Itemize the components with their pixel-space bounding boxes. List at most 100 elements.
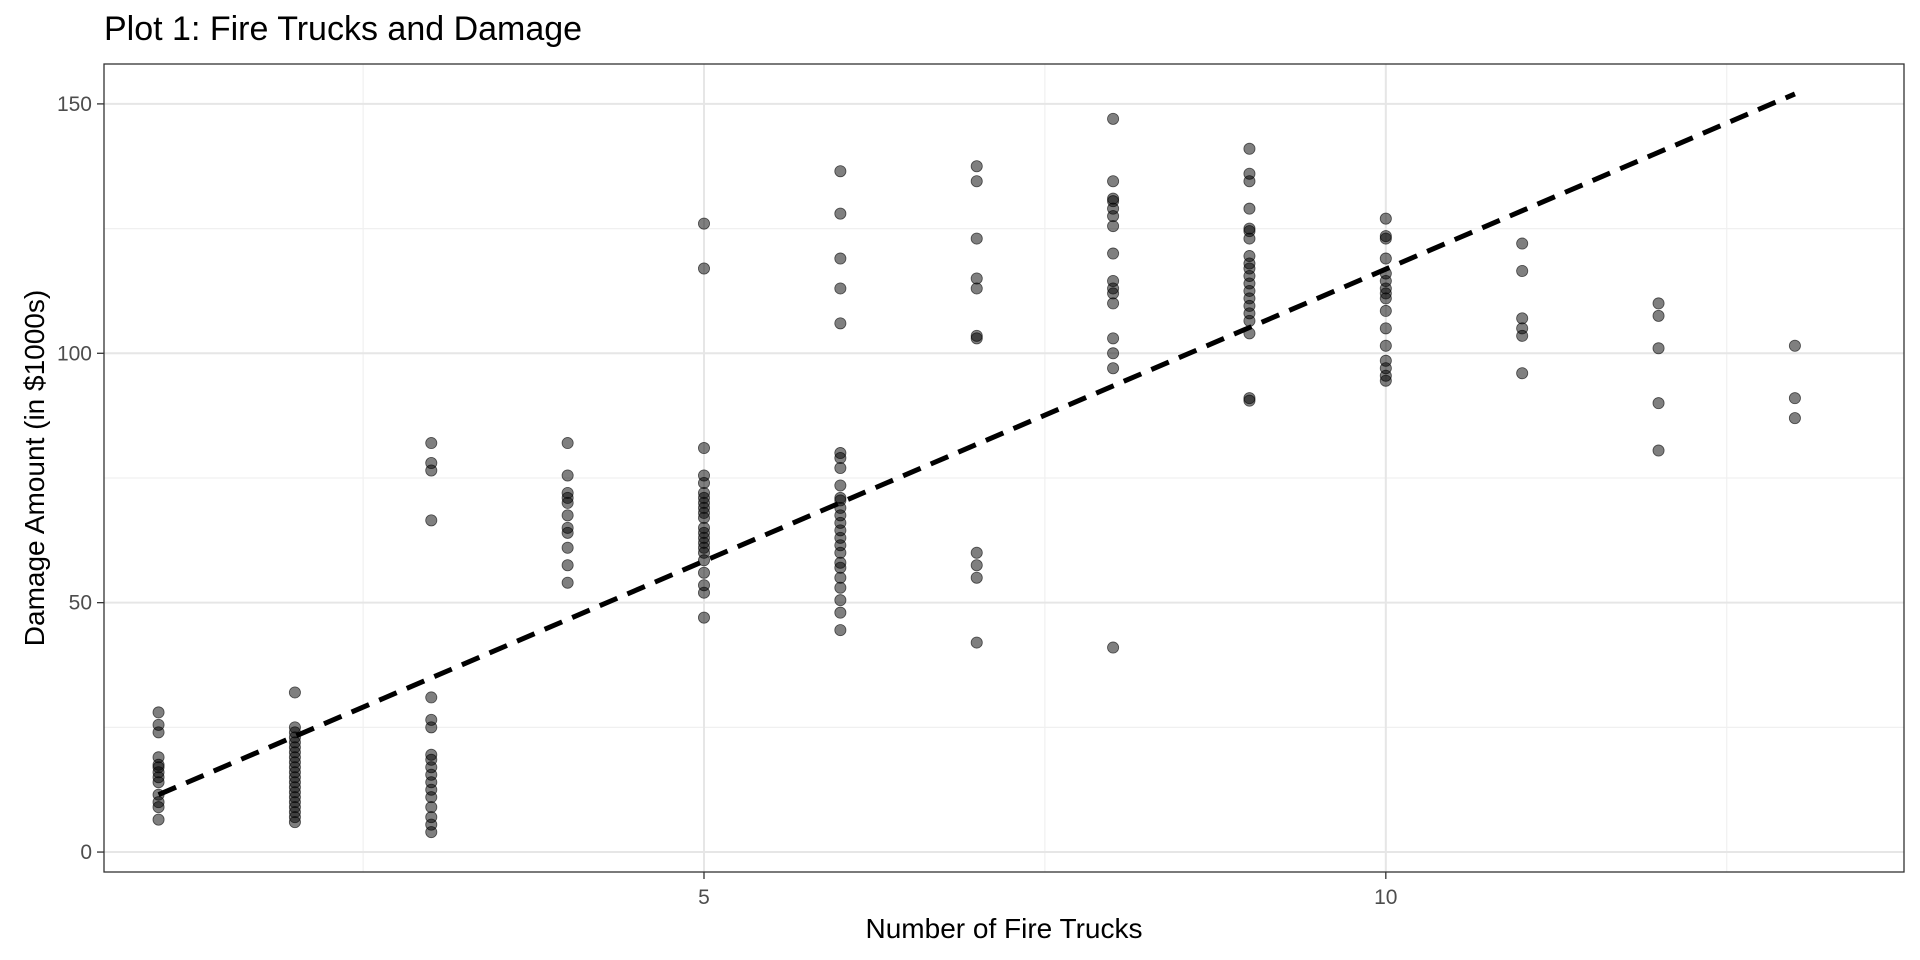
data-point [152, 751, 165, 764]
data-point [1107, 297, 1120, 310]
data-point [561, 469, 574, 482]
trend-line [157, 91, 1796, 797]
data-point [834, 479, 847, 492]
data-point [1107, 192, 1120, 205]
data-point [1652, 297, 1665, 310]
data-point [1107, 175, 1120, 188]
data-point [1107, 332, 1120, 345]
data-point [1516, 367, 1529, 380]
data-point [425, 801, 438, 814]
data-point [698, 442, 711, 455]
data-point [834, 606, 847, 619]
data-point [970, 272, 983, 285]
data-point [561, 576, 574, 589]
data-point [152, 813, 165, 826]
data-point [561, 541, 574, 554]
data-point [288, 686, 301, 699]
data-point [1379, 322, 1392, 335]
data-point [970, 175, 983, 188]
data-point [561, 486, 574, 499]
data-point [1243, 167, 1256, 180]
data-point [1107, 220, 1120, 233]
data-point [698, 262, 711, 275]
y-axis-title: Damage Amount (in $1000s) [19, 290, 50, 646]
data-point [1379, 212, 1392, 225]
data-point [834, 581, 847, 594]
data-point [1652, 444, 1665, 457]
data-point [1516, 237, 1529, 250]
data-point [834, 207, 847, 220]
data-point [970, 571, 983, 584]
data-point [970, 546, 983, 559]
data-point [1243, 202, 1256, 215]
data-point [1652, 309, 1665, 322]
data-point [1243, 392, 1256, 405]
data-point [425, 811, 438, 824]
data-point [834, 447, 847, 460]
chart-title: Plot 1: Fire Trucks and Damage [104, 10, 582, 48]
y-tick-label: 0 [80, 841, 92, 864]
data-point [698, 579, 711, 592]
data-point [425, 691, 438, 704]
data-point [561, 521, 574, 534]
data-point [970, 559, 983, 572]
data-point [970, 329, 983, 342]
data-point [1107, 362, 1120, 375]
data-point [1516, 312, 1529, 325]
data-point [1243, 250, 1256, 263]
data-point [425, 748, 438, 761]
data-point [1107, 641, 1120, 654]
data-point [1516, 264, 1529, 277]
data-point [1379, 230, 1392, 243]
data-point [834, 594, 847, 607]
data-point [152, 706, 165, 719]
data-points [152, 112, 1801, 839]
data-point [834, 317, 847, 330]
data-point [1379, 252, 1392, 265]
data-point [698, 469, 711, 482]
data-point [1788, 339, 1801, 352]
data-point [698, 217, 711, 230]
data-point [561, 509, 574, 522]
plot-border [103, 63, 1905, 873]
x-axis-title: Number of Fire Trucks [866, 913, 1143, 944]
data-point [698, 611, 711, 624]
data-point [970, 160, 983, 173]
data-point [1652, 342, 1665, 355]
y-tick-label: 50 [69, 592, 92, 615]
data-point [1788, 412, 1801, 425]
data-point [834, 165, 847, 178]
plot-panel [104, 64, 1904, 872]
data-point [1379, 339, 1392, 352]
data-point [1516, 322, 1529, 335]
y-tick-label: 150 [57, 93, 92, 116]
data-point [425, 457, 438, 470]
data-point [834, 461, 847, 474]
data-point [970, 636, 983, 649]
data-point [1107, 274, 1120, 287]
data-point [1788, 392, 1801, 405]
data-point [970, 232, 983, 245]
data-point [1379, 354, 1392, 367]
data-point [1107, 247, 1120, 260]
data-point [1652, 397, 1665, 410]
data-point [834, 491, 847, 504]
data-point [425, 514, 438, 527]
data-point [425, 437, 438, 450]
data-point [1243, 142, 1256, 155]
major-gridlines [104, 64, 1904, 872]
x-tick-label: 10 [1374, 886, 1397, 909]
data-point [698, 566, 711, 579]
data-point [834, 624, 847, 637]
data-point [1107, 112, 1120, 125]
data-point [1379, 304, 1392, 317]
data-point [425, 713, 438, 726]
x-tick-label: 5 [698, 886, 710, 909]
data-point [152, 718, 165, 731]
data-point [288, 721, 301, 734]
data-point [834, 556, 847, 569]
data-point [1243, 222, 1256, 235]
data-point [834, 571, 847, 584]
